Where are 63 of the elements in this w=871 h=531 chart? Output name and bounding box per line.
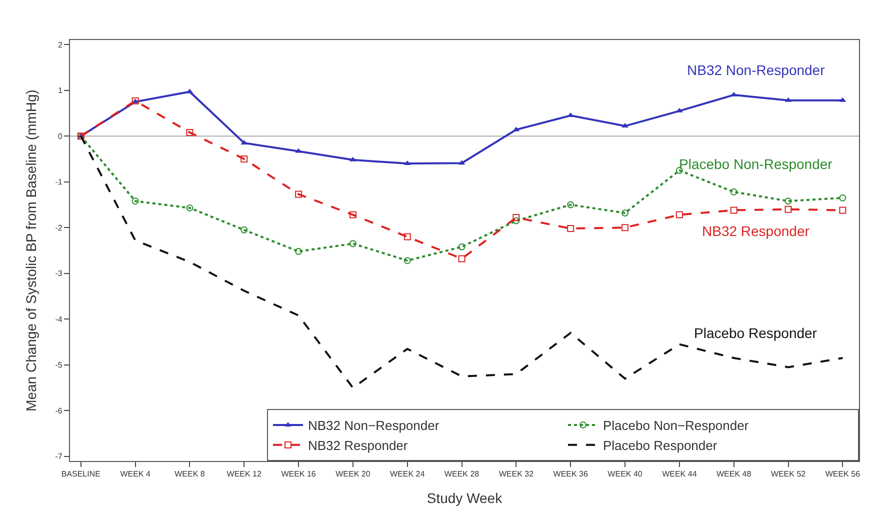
point — [132, 198, 139, 205]
annotation: Placebo Non-Responder — [679, 156, 833, 172]
x-axis-title: Study Week — [426, 490, 504, 506]
point — [186, 204, 194, 212]
x-tick-label: WEEK 48 — [716, 470, 752, 479]
point — [295, 190, 302, 198]
point — [730, 206, 738, 214]
point — [839, 194, 846, 202]
x-tick-label: WEEK 36 — [553, 470, 588, 479]
point — [240, 226, 248, 234]
x-tick-label: WEEK 20 — [336, 470, 371, 479]
x-tick-label: WEEK 16 — [281, 470, 316, 479]
x-tick-label: WEEK 8 — [174, 470, 206, 479]
legend-label: NB32 Responder — [308, 438, 408, 453]
point — [512, 217, 520, 224]
y-tick-label: -7 — [55, 452, 63, 462]
y-tick-label: 0 — [58, 132, 63, 141]
x-tick-label: WEEK 32 — [498, 470, 534, 479]
point — [404, 257, 411, 264]
annotation: NB32 Non-Responder — [687, 62, 826, 78]
point — [404, 233, 411, 240]
x-tick-label: WEEK 4 — [120, 470, 151, 479]
point — [839, 206, 846, 214]
point — [567, 201, 574, 208]
y-tick-label: 2 — [58, 40, 63, 50]
y-axis-title: Mean Change of Systolic BP from Baseline (mmHg) — [22, 90, 39, 412]
x-tick-label: BASELINE — [61, 470, 100, 479]
y-tick-label: -5 — [55, 360, 63, 370]
x-tick-label: WEEK 24 — [390, 470, 426, 479]
x-tick-label: WEEK 44 — [662, 470, 698, 479]
legend-label: NB32 Non−Responder — [308, 418, 440, 434]
y-tick-label: -1 — [55, 178, 63, 187]
y-tick-label: 1 — [58, 86, 63, 96]
annotation: Placebo Responder — [694, 325, 818, 341]
point — [458, 255, 466, 262]
x-tick-label: WEEK 12 — [226, 470, 262, 479]
point — [567, 225, 574, 232]
point — [295, 248, 302, 255]
point — [349, 211, 356, 218]
point — [186, 128, 194, 136]
point — [784, 198, 792, 205]
legend-label: Placebo Non−Responder — [603, 418, 750, 434]
point — [730, 188, 738, 196]
y-tick-label: -4 — [55, 314, 63, 324]
y-tick-label: -3 — [55, 269, 63, 278]
x-tick-label: WEEK 52 — [770, 470, 806, 479]
x-tick-label: WEEK 40 — [608, 470, 643, 479]
y-tick-label: -6 — [55, 406, 63, 416]
point — [622, 123, 628, 128]
point — [349, 240, 356, 248]
point — [458, 243, 466, 250]
legend-label: Placebo Responder — [603, 438, 718, 453]
x-tick-label: WEEK 28 — [444, 470, 480, 479]
point — [676, 211, 683, 218]
y-tick-label: -2 — [55, 223, 63, 232]
annotation: NB32 Responder — [702, 223, 810, 239]
point — [622, 209, 629, 216]
point — [784, 206, 792, 213]
point — [622, 224, 629, 232]
x-tick-label: WEEK 56 — [825, 470, 861, 479]
point — [512, 214, 520, 222]
point — [295, 148, 302, 153]
point — [240, 155, 248, 162]
